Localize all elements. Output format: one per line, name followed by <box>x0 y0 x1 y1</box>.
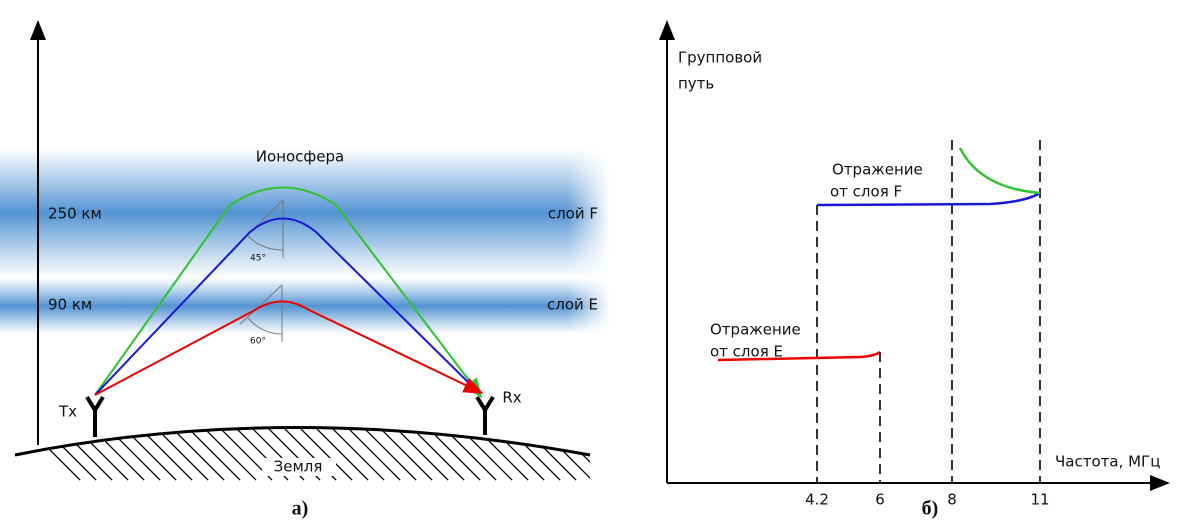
hatch-line <box>303 427 385 481</box>
hatch-line <box>399 427 481 481</box>
rx-label: Rx <box>502 389 521 407</box>
hatch-line <box>383 427 465 481</box>
x-tick-label: 4.2 <box>805 491 829 509</box>
panel-b: Групповой путь Частота, МГц 4.2 6 8 11 О… <box>659 20 1170 520</box>
x-tick-label: 11 <box>1030 491 1049 509</box>
hatch-line <box>287 427 369 481</box>
hatch-line <box>175 427 257 481</box>
reflection-label: Отражение <box>710 321 801 339</box>
x-tick-label: 6 <box>875 491 885 509</box>
ray-f-high <box>94 186 483 399</box>
reflection-label: Отражение <box>832 161 923 179</box>
hatch-line <box>159 427 241 481</box>
hatch-line <box>15 427 97 481</box>
y-axis-label: Групповой <box>678 49 762 67</box>
curve-f <box>816 191 1041 207</box>
hatch-line <box>608 400 688 480</box>
panel-a: Ионосфера 250 км слой F 90 км слой E 45°… <box>0 20 704 520</box>
hatch-line <box>351 427 433 481</box>
hatch-line <box>79 427 161 481</box>
layer-name: слой F <box>548 205 598 223</box>
ionosphere-label: Ионосфера <box>256 148 344 166</box>
hatch-line <box>543 427 590 481</box>
reflection-label: от слоя F <box>830 183 902 201</box>
hatch-line <box>271 427 353 481</box>
layer-name: слой E <box>547 296 598 314</box>
layer-height: 250 км <box>48 205 102 223</box>
angle-label: 60° <box>250 337 266 347</box>
hatch-line <box>127 427 209 481</box>
hatch-line <box>495 427 577 481</box>
hatch-line <box>592 400 672 480</box>
curve-f-high <box>958 147 1041 195</box>
hatch-line <box>527 427 590 481</box>
hatch-line <box>367 427 449 481</box>
hatch-line <box>319 427 401 481</box>
x-axis-label: Частота, МГц <box>1055 453 1160 471</box>
curve-e <box>717 350 881 362</box>
earth-label: Земля <box>274 458 323 476</box>
hatch-line <box>575 427 590 481</box>
hatch-line <box>511 427 590 481</box>
hatch-line <box>111 427 193 481</box>
ray-e <box>94 300 484 396</box>
hatch-line <box>624 400 704 480</box>
hatch-line <box>431 427 513 481</box>
y-axis-label: путь <box>678 75 714 93</box>
earth-surface <box>14 426 591 457</box>
angle-label: 45° <box>250 254 266 264</box>
hatch-line <box>95 427 177 481</box>
caption: б) <box>922 498 939 520</box>
reflection-label: от слоя E <box>710 343 783 361</box>
hatch-line <box>559 427 590 481</box>
ionosphere-bands <box>0 148 610 334</box>
caption: а) <box>292 498 309 520</box>
x-tick-label: 8 <box>947 491 957 509</box>
hatch-line <box>335 427 417 481</box>
hatch-line <box>415 427 497 481</box>
antennas <box>85 395 495 437</box>
tx-label: Tx <box>58 403 77 421</box>
ray-f <box>94 217 479 396</box>
hatch-line <box>191 427 273 481</box>
hatch-line <box>143 427 225 481</box>
layer-height: 90 км <box>48 296 92 314</box>
